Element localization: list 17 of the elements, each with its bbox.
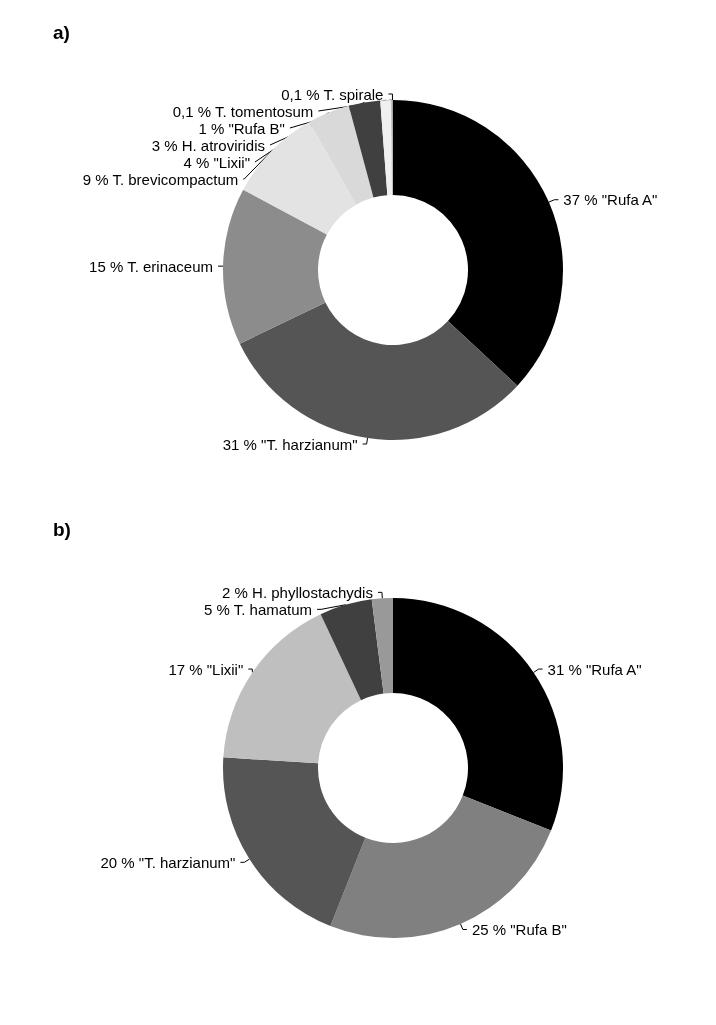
slice-label: 31 % "T. harzianum" xyxy=(222,435,358,453)
slice-label: 0,1 % T. spirale xyxy=(281,85,384,103)
slice-label: 9 % T. brevicompactum xyxy=(82,170,239,188)
slice-label: 0,1 % T. tomentosum xyxy=(172,102,314,120)
slice-label: 17 % "Lixii" xyxy=(168,660,244,678)
chart-title: a) xyxy=(53,22,70,43)
slice-label: 20 % "T. harzianum" xyxy=(100,853,236,871)
slice-label: 1 % "Rufa B" xyxy=(198,119,285,137)
slice-label: 5 % T. hamatum xyxy=(203,600,313,618)
slice-label: 31 % "Rufa A" xyxy=(547,660,642,678)
chart-title: b) xyxy=(53,519,71,540)
slice-label: 3 % H. atroviridis xyxy=(151,136,266,154)
slice-label: 15 % T. erinaceum xyxy=(89,257,214,275)
slice-label: 37 % "Rufa A" xyxy=(563,191,658,209)
slice-label: 25 % "Rufa B" xyxy=(471,921,567,939)
slice-label: 4 % "Lixii" xyxy=(183,153,250,171)
slice-label: 2 % H. phyllostachydis xyxy=(222,583,373,601)
